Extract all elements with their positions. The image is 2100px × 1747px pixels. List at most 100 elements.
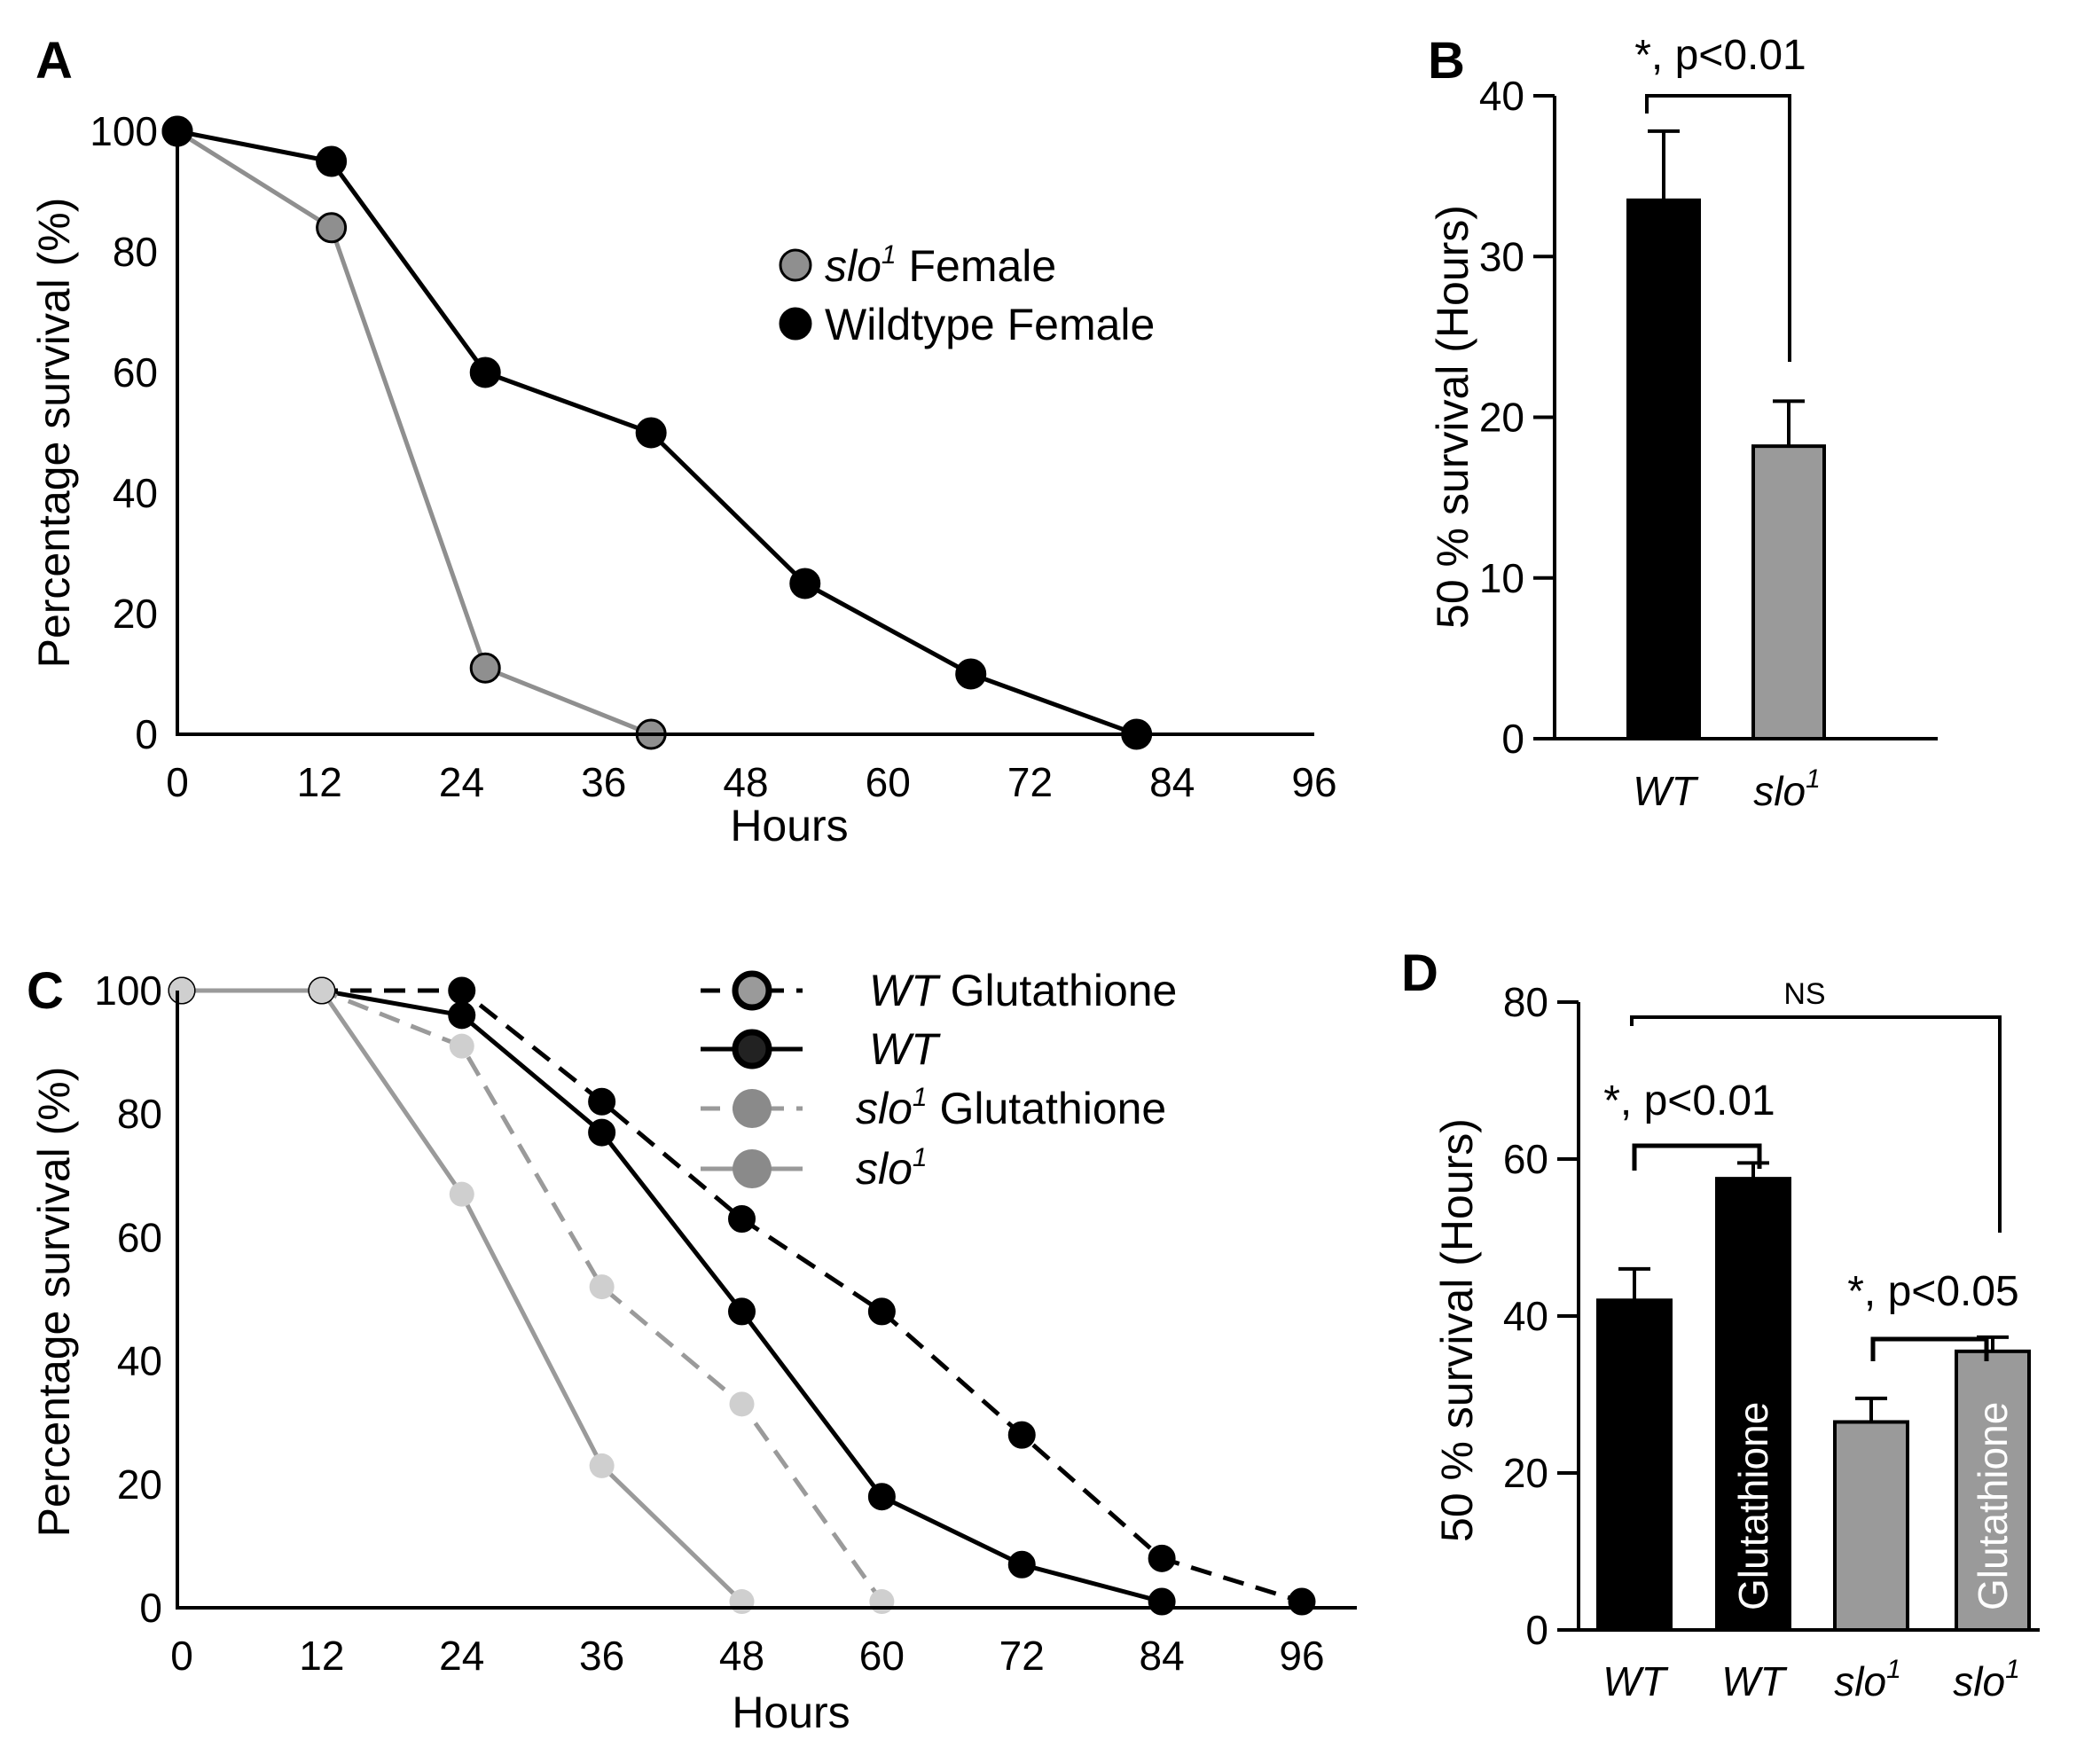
x-label-wt: WT	[1602, 1658, 1668, 1704]
panel-d-bar-1-label: Glutathione	[1730, 1402, 1776, 1610]
panel-b-y-tick-0: 0	[1501, 716, 1524, 762]
panel-c-y-tick-40: 40	[117, 1338, 162, 1384]
legend-label-slo1-glutathione: slo1 Glutathione	[856, 1083, 1166, 1133]
panel-a-x-tick-36: 36	[581, 759, 626, 805]
panel-a-series-1-point-2	[469, 356, 501, 388]
panel-c-series-3-point-3	[589, 1453, 615, 1478]
panel-a-x-tick-60: 60	[866, 759, 911, 805]
x-label-slo1: slo1	[1834, 1655, 1901, 1704]
panel-c-series-1-point-2	[448, 1001, 476, 1030]
panel-c-x-tick-72: 72	[999, 1633, 1045, 1679]
panel-a-x-tick-0: 0	[166, 759, 189, 805]
panel-d-bars: Glutathione Glutathione	[1596, 1161, 2031, 1633]
panel-c-x-tick-48: 48	[719, 1633, 764, 1679]
panel-d-bar-3-label: Glutathione	[1970, 1402, 2016, 1610]
panel-c-series-1-line	[182, 988, 1163, 1604]
legend-marker-wildtype-female	[779, 307, 812, 341]
panel-a-y-tick-40: 40	[113, 470, 158, 516]
panel-c-series-2-point-4	[729, 1391, 755, 1417]
panel-d-y-tick-20: 20	[1503, 1450, 1548, 1496]
panel-c-series-1-point-7	[1148, 1587, 1176, 1616]
panel-b-bar-1	[1751, 444, 1826, 740]
panel-c-series-0-point-7	[1148, 1544, 1176, 1572]
panel-d-y-tick-60: 60	[1503, 1136, 1548, 1182]
panel-b-bars	[1626, 129, 1826, 740]
panel-d-y-tick-0: 0	[1525, 1607, 1548, 1653]
panel-a-series-1-point-4	[789, 568, 821, 599]
panel-a-x-tick-12: 12	[297, 759, 342, 805]
panel-a-y-tick-20: 20	[113, 591, 158, 637]
panel-c-y-tick-0: 0	[139, 1585, 162, 1631]
x-label-wt-glutathione: WT	[1721, 1658, 1787, 1704]
panel-b-y-title: 50 % survival (Hours)	[1428, 205, 1477, 629]
panel-b-ticks: 0 10 20 30 40	[1479, 73, 1555, 762]
panel-c-y-tick-60: 60	[117, 1214, 162, 1260]
panel-c-x-title: Hours	[732, 1688, 850, 1737]
panel-c-x-tick-0: 0	[170, 1633, 193, 1679]
legend-marker-slo1	[733, 1149, 772, 1188]
panel-d-y-tick-40: 40	[1503, 1293, 1548, 1339]
panel-b-y-tick-30: 30	[1479, 233, 1524, 279]
panel-c-x-tick-24: 24	[439, 1633, 484, 1679]
panel-a-series-1-point-5	[955, 658, 987, 690]
panel-a-y-tick-100: 100	[90, 108, 158, 154]
panel-a-legend: slo1 Female Wildtype Female	[779, 240, 1155, 349]
panel-c-series-0-point-6	[1007, 1421, 1036, 1449]
panel-d-bar-3	[1955, 1349, 2031, 1632]
panel-c-x-tick-36: 36	[579, 1633, 624, 1679]
panel-b-bar-0	[1626, 198, 1701, 740]
panel-c-series-0-line	[182, 988, 1303, 1604]
panel-c-ticks: 0 12 24 36 48 60 72 84 96 0 20 40 60 80 100	[94, 968, 1324, 1679]
panel-a-x-title: Hours	[730, 801, 848, 850]
panel-c-series-3-point-1	[309, 978, 334, 1003]
panel-c-series	[168, 976, 1316, 1616]
panel-c-y-tick-100: 100	[94, 968, 162, 1014]
panel-b-y-tick-40: 40	[1479, 73, 1524, 119]
panel-a-series	[161, 115, 1153, 750]
panel-c-series-0-point-8	[1288, 1587, 1316, 1616]
panel-c-y-tick-20: 20	[117, 1461, 162, 1508]
panel-c-series-2-point-5	[869, 1589, 895, 1615]
panel-c-series-2-line	[182, 988, 884, 1603]
panel-a-series-0-point-1	[316, 212, 348, 244]
sig-label-slo1-vs-slo1-glutathione: *, p<0.05	[1847, 1268, 2019, 1315]
sig-bracket-wt-vs-wt-glutathione	[1632, 1143, 1762, 1171]
panel-d-y-tick-80: 80	[1503, 979, 1548, 1025]
legend-marker-wt-glutathione	[732, 970, 772, 1011]
panel-d-significance: NS *, p<0.01 *, p<0.05	[1603, 977, 2019, 1361]
panel-a-series-0-line	[176, 129, 653, 737]
panel-d-x-labels: WT WT slo1 slo1	[1602, 1655, 2020, 1704]
sig-bracket-ns	[1630, 1015, 2002, 1233]
panel-c-legend: WT Glutathione WT slo1 Glutathione slo1	[701, 966, 1177, 1194]
panel-d-bar-0	[1596, 1298, 1673, 1633]
legend-label-wt-glutathione: WT Glutathione	[869, 966, 1177, 1015]
panel-b-x-labels: WT slo1	[1633, 764, 1821, 814]
panel-c-series-0-point-4	[728, 1205, 756, 1234]
panel-a-series-1-point-3	[635, 417, 667, 449]
panel-c-series-3-point-0	[169, 978, 194, 1003]
panel-a-x-tick-72: 72	[1007, 759, 1053, 805]
legend-marker-slo1-female	[779, 248, 812, 282]
panel-c-series-1-point-6	[1007, 1550, 1036, 1579]
panel-c-series-3-point-4	[729, 1589, 755, 1615]
sig-label-wt-vs-slo1: *, p<0.01	[1634, 32, 1806, 79]
legend-label-slo1-female: slo1 Female	[825, 240, 1056, 291]
panel-b: B 0 10 20 30 40 50 % survival (Hours) *, p<0…	[1428, 32, 1938, 814]
panel-a-series-1-point-1	[316, 145, 348, 177]
panel-c-series-3-line	[182, 988, 744, 1603]
legend-label-wt: WT	[869, 1024, 941, 1074]
panel-a-y-tick-60: 60	[113, 349, 158, 396]
panel-c-series-0-point-2	[448, 976, 476, 1005]
panel-d-ticks: 0 20 40 60 80	[1503, 979, 1579, 1653]
panel-c-x-tick-84: 84	[1140, 1633, 1185, 1679]
panel-a-series-0-point-2	[469, 652, 501, 684]
panel-letter-a: A	[35, 32, 73, 90]
panel-c: C 0 12 24 36 48 60 72 84 96 0 20 40 60 80 100 Hours Pe…	[27, 962, 1357, 1737]
panel-c-series-0-point-5	[867, 1297, 896, 1326]
panel-c-series-0-point-3	[588, 1087, 616, 1116]
panel-letter-d: D	[1401, 944, 1438, 1002]
panel-c-series-1-point-4	[728, 1297, 756, 1326]
panel-a-x-tick-48: 48	[723, 759, 768, 805]
legend-label-wildtype-female: Wildtype Female	[825, 300, 1155, 349]
